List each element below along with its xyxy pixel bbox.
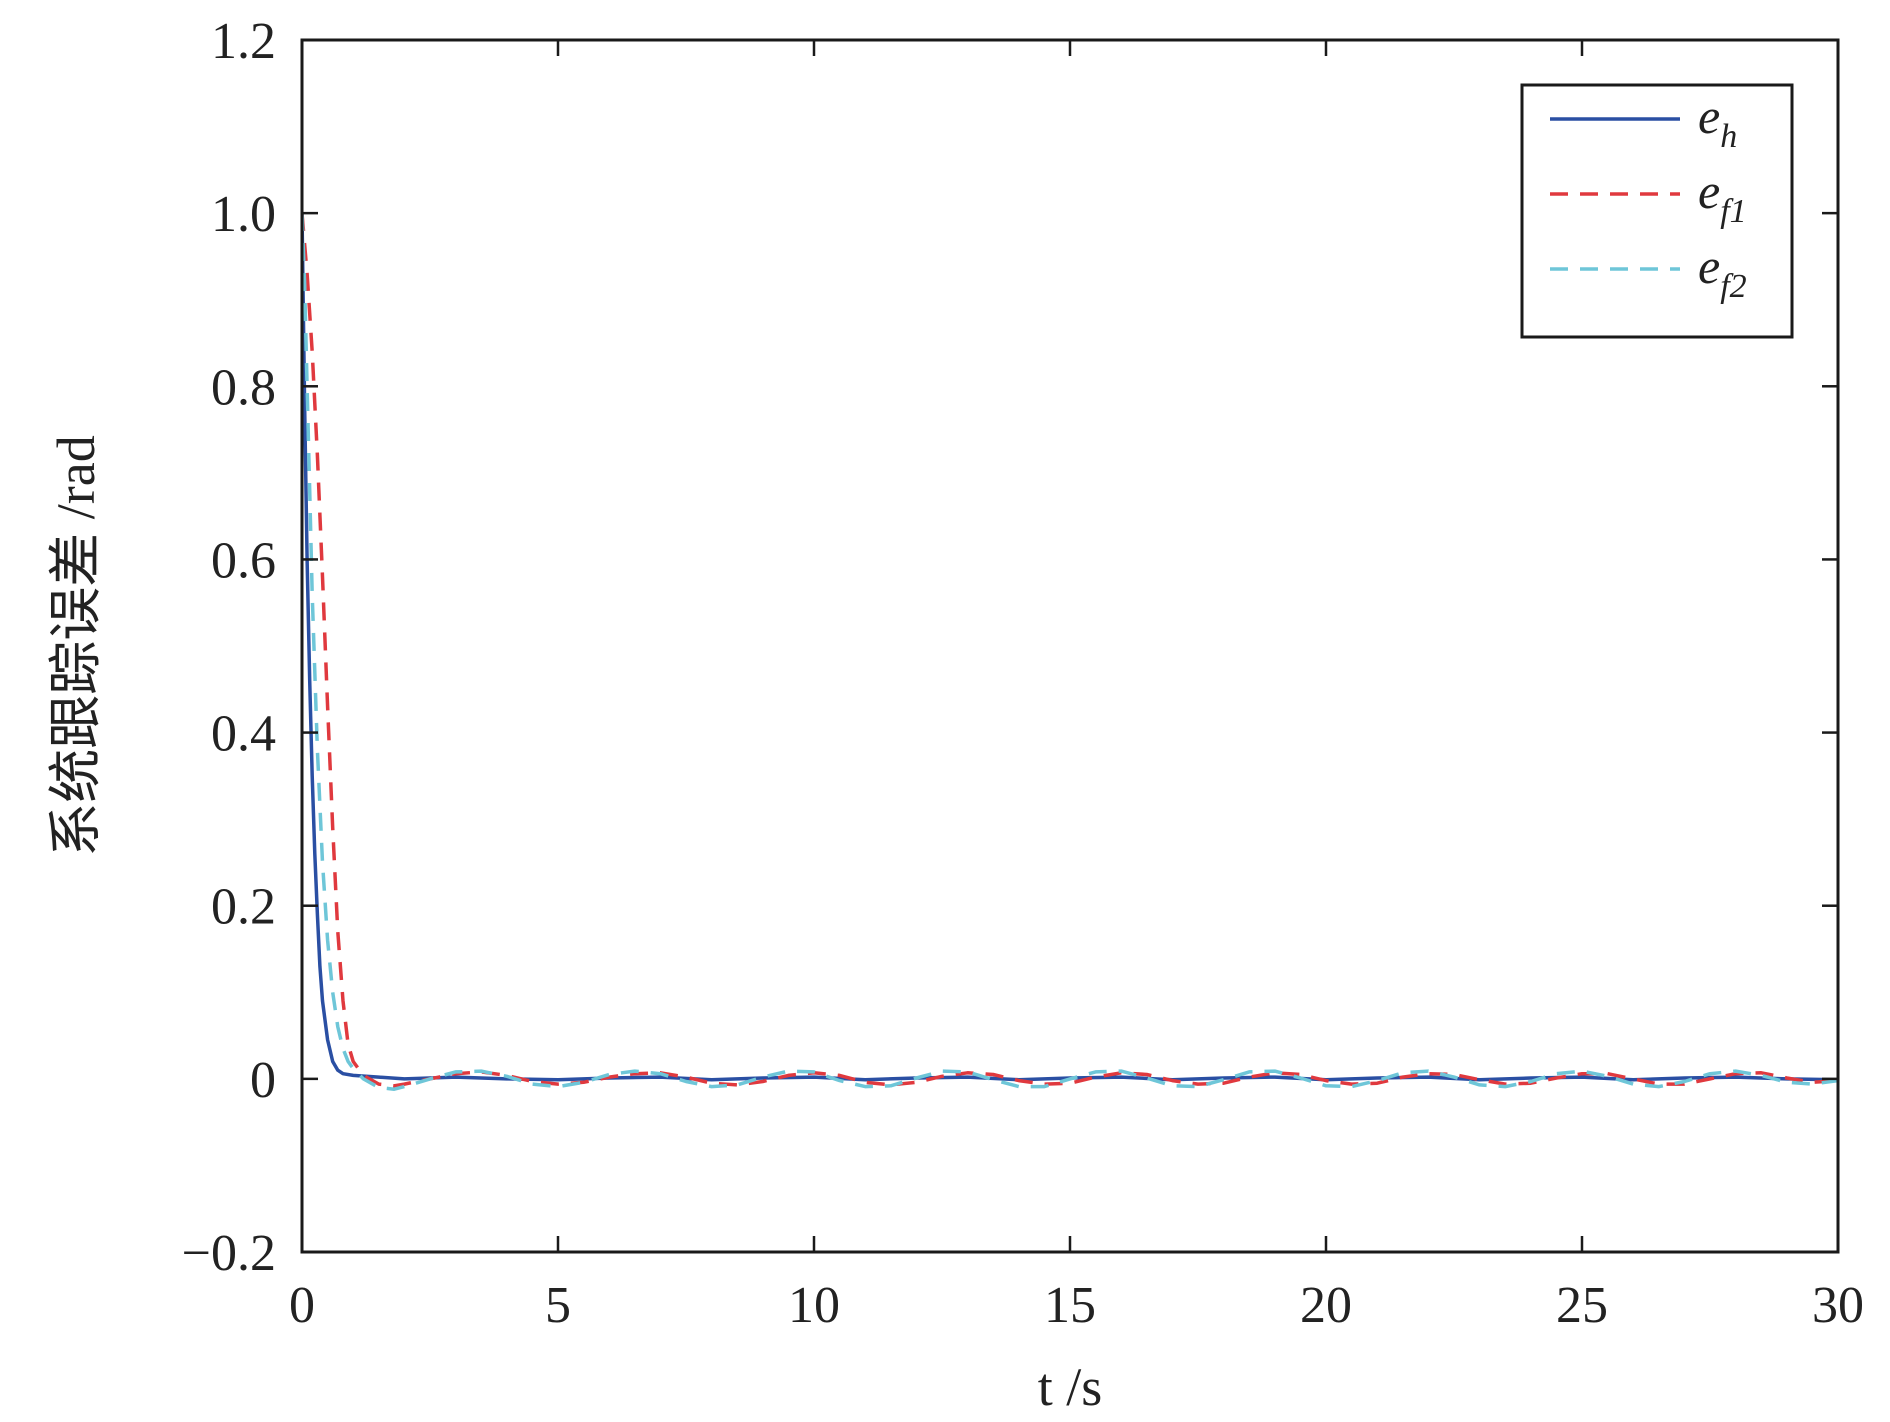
x-tick-label: 15 (1044, 1277, 1096, 1334)
y-tick-label: 0.8 (211, 359, 276, 416)
series-line-e-f2 (302, 213, 1838, 1091)
series-line-e-f1 (302, 212, 1838, 1088)
x-tick-label: 20 (1300, 1277, 1352, 1334)
legend-label: ef2 (1698, 238, 1747, 305)
x-tick-labels: 0 5 10 15 20 25 30 (289, 1277, 1864, 1334)
legend-box (1520, 83, 1794, 339)
ticks-layer (300, 38, 1840, 1254)
x-axis-label: t /s (1038, 1357, 1103, 1417)
x-tick-label: 10 (788, 1277, 840, 1334)
x-tick-label: 30 (1812, 1277, 1864, 1334)
y-tick-label: −0.2 (182, 1225, 276, 1282)
legend: eh ef1 ef2 (1520, 83, 1794, 339)
series-layer (302, 212, 1838, 1091)
x-tick-label: 0 (289, 1277, 315, 1334)
y-tick-label: 1.0 (211, 186, 276, 243)
y-tick-label: 0 (250, 1052, 276, 1109)
x-tick-label: 25 (1556, 1277, 1608, 1334)
y-tick-label: 1.2 (211, 13, 276, 70)
y-tick-label: 0.6 (211, 532, 276, 589)
y-tick-label: 0.2 (211, 879, 276, 936)
legend-label: ef1 (1698, 163, 1747, 230)
y-axis-label: 系统跟踪误差 /rad (46, 435, 106, 856)
y-tick-label: 0.4 (211, 706, 276, 763)
y-tick-labels: −0.2 0 0.2 0.4 0.6 0.8 1.0 1.2 (182, 13, 276, 1282)
x-tick-label: 5 (545, 1277, 571, 1334)
series-line-e-h (302, 213, 1838, 1082)
legend-label: eh (1698, 88, 1737, 155)
